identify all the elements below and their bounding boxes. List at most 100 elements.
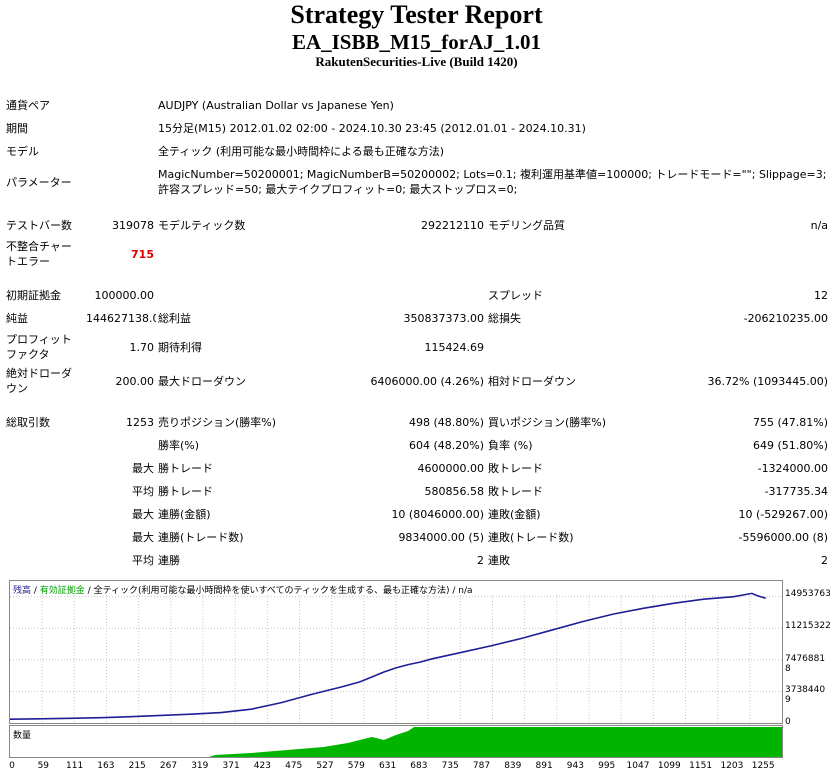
balance-series-line <box>9 592 766 720</box>
x-tick-label: 891 <box>535 761 553 771</box>
avg-win-value: 580856.58 <box>424 485 485 498</box>
short-positions-label: 売りポジション(勝率%) <box>158 416 277 429</box>
volume-chart-svg <box>10 727 782 757</box>
x-tick-label: 267 <box>159 761 178 771</box>
x-tick-label: 631 <box>379 761 397 771</box>
symbol-value: AUDJPY (Australian Dollar vs Japanese Ye… <box>158 99 394 112</box>
balance-chart: 残高 / 有効証拠金 / 全ティック(利用可能な最小時間枠を使いすべてのティック… <box>9 580 783 724</box>
max-word: 最大 <box>132 531 154 544</box>
net-profit-value: 144627138.00 <box>86 312 156 325</box>
legend-model: 全ティック(利用可能な最小時間枠を使いすべてのティックを生成する、最も正確な方法… <box>93 586 450 596</box>
volume-chart: 数量 <box>9 725 783 758</box>
rel-drawdown-label: 相対ドローダウン <box>488 374 576 388</box>
x-tick-label: 371 <box>222 761 240 771</box>
symbol-label: 通貨ペア <box>6 99 50 112</box>
x-tick-label: 1099 <box>657 761 681 771</box>
avg-loss-value: -317735.34 <box>764 485 829 498</box>
x-tick-label: 683 <box>410 761 428 771</box>
volume-label: 数量 <box>13 731 32 741</box>
expected-payoff-label: 期待利得 <box>158 340 202 354</box>
y-tick-label: 14953763 <box>785 589 831 599</box>
abs-drawdown-value: 200.00 <box>115 374 155 388</box>
profit-factor-label: プロフィットファクタ <box>6 333 72 361</box>
params-label: パラメーター <box>6 175 72 189</box>
cons-losses-count-label: 連敗(トレード数) <box>488 531 574 544</box>
win-rate-value: 604 (48.20%) <box>408 439 484 452</box>
max-drawdown-value: 6406000.00 (4.26%) <box>370 374 484 388</box>
quality-label: モデリング品質 <box>488 219 565 232</box>
volume-area <box>10 727 782 757</box>
legend-sep: / <box>31 586 40 596</box>
x-tick-label: 527 <box>316 761 334 771</box>
x-tick-label: 735 <box>441 761 459 771</box>
gross-profit-label: 総利益 <box>158 312 191 325</box>
ticks-value: 292212110 <box>421 219 484 232</box>
win-rate-label: 勝率(%) <box>158 439 200 452</box>
avg-cons-wins-label: 連勝 <box>158 554 180 567</box>
x-tick-label: 163 <box>97 761 115 771</box>
report-title: Strategy Tester Report <box>290 0 543 29</box>
max-drawdown-label: 最大ドローダウン <box>158 374 246 388</box>
spread-label: スプレッド <box>488 289 543 302</box>
server-name: RakutenSecurities-Live (Build 1420) <box>315 54 518 69</box>
deposit-value: 100000.00 <box>94 289 155 302</box>
max-word: 最大 <box>132 508 154 521</box>
model-value: 全ティック (利用可能な最小時間枠による最も正確な方法) <box>158 145 445 158</box>
deposit-label: 初期証拠金 <box>6 289 61 302</box>
x-tick-label: 1203 <box>720 761 744 771</box>
net-profit-label: 純益 <box>6 312 28 325</box>
profit-factor-value: 1.70 <box>129 340 155 354</box>
y-tick-label: 3738440 9 <box>785 685 826 705</box>
avg-word: 平均 <box>132 554 154 567</box>
max-loss-value: -1324000.00 <box>757 462 829 475</box>
x-tick-label: 215 <box>128 761 146 771</box>
legend-balance: 残高 <box>13 586 32 596</box>
x-tick-label: 0 <box>9 761 15 771</box>
gross-loss-label: 総損失 <box>488 312 521 325</box>
x-tick-label: 839 <box>504 761 522 771</box>
long-positions-label: 買いポジション(勝率%) <box>488 416 607 429</box>
long-positions-value: 755 (47.81%) <box>753 416 829 429</box>
max-win-label: 勝トレード <box>158 462 213 475</box>
bars-label: テストバー数 <box>6 219 72 232</box>
x-tick-label: 475 <box>285 761 303 771</box>
params-value: MagicNumber=50200001; MagicNumberB=50200… <box>158 168 827 196</box>
legend-sep: / <box>449 586 459 596</box>
max-word: 最大 <box>132 462 154 475</box>
quality-value: n/a <box>810 219 829 232</box>
x-tick-label: 995 <box>598 761 616 771</box>
rel-drawdown-value: 36.72% (1093445.00) <box>707 374 829 388</box>
mismatch-value: 715 <box>131 247 154 261</box>
report-table: 通貨ペア AUDJPY (Australian Dollar vs Japane… <box>4 94 830 572</box>
x-tick-label: 943 <box>566 761 584 771</box>
chart-legend: 残高 / 有効証拠金 / 全ティック(利用可能な最小時間枠を使いすべてのティック… <box>13 583 473 596</box>
avg-cons-losses-value: 2 <box>821 554 829 567</box>
cons-wins-amount-label: 連勝(金額) <box>158 508 211 521</box>
avg-word: 平均 <box>132 485 154 498</box>
legend-sep: / <box>84 586 94 596</box>
x-tick-label: 111 <box>66 761 84 771</box>
cons-losses-count-value: -5596000.00 (8) <box>738 531 829 544</box>
expected-payoff-value: 115424.69 <box>424 340 485 354</box>
period-value: 15分足(M15) 2012.01.02 02:00 - 2024.10.30 … <box>158 122 586 135</box>
avg-cons-wins-value: 2 <box>477 554 484 567</box>
avg-loss-label: 敗トレード <box>488 485 543 498</box>
cons-wins-count-value: 9834000.00 (5) <box>398 531 484 544</box>
avg-win-label: 勝トレード <box>158 485 213 498</box>
x-tick-label: 1255 <box>751 761 775 771</box>
legend-quality: n/a <box>458 586 473 596</box>
y-tick-label: 0 <box>785 717 791 727</box>
x-tick-label: 59 <box>37 761 50 771</box>
cons-losses-amount-value: 10 (-529267.00) <box>738 508 829 521</box>
y-tick-label: 7476881 8 <box>785 654 826 674</box>
ticks-label: モデルティック数 <box>158 219 246 232</box>
legend-equity: 有効証拠金 <box>39 586 85 596</box>
spread-value: 12 <box>814 289 829 302</box>
gross-loss-value: -206210235.00 <box>743 312 829 325</box>
loss-rate-label: 負率 (%) <box>488 439 533 452</box>
x-tick-label: 319 <box>191 761 209 771</box>
max-win-value: 4600000.00 <box>417 462 484 475</box>
bars-value: 319078 <box>112 219 154 232</box>
total-trades-value: 1253 <box>126 416 154 429</box>
mismatch-label: 不整合チャートエラー <box>6 240 72 268</box>
